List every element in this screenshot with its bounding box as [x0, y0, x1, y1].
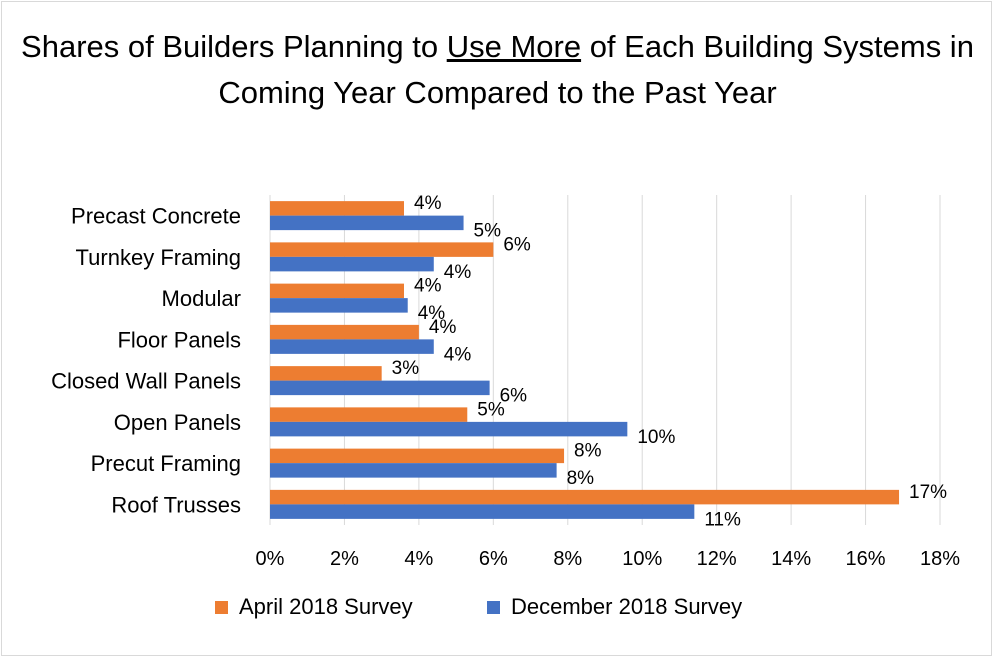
bar-december	[270, 463, 557, 478]
data-label: 10%	[637, 427, 675, 448]
category-label: Closed Wall Panels	[51, 369, 241, 394]
bar-april	[270, 242, 494, 257]
title-emphasis: Use More	[446, 29, 582, 64]
data-label: 8%	[574, 441, 602, 462]
x-tick-label: 2%	[330, 548, 359, 570]
category-label: Modular	[162, 286, 241, 311]
x-tick-label: 4%	[404, 548, 433, 570]
category-label: Roof Trusses	[111, 492, 241, 517]
bar-april	[270, 448, 565, 464]
x-tick-label: 0%	[256, 548, 285, 570]
bar-april	[270, 407, 468, 422]
data-label: 8%	[567, 468, 595, 489]
data-label: 11%	[704, 509, 741, 530]
category-label: Turnkey Framing	[76, 245, 241, 270]
title-part-2: of Each Building Systems in Coming Year …	[218, 29, 974, 110]
bar-december	[270, 298, 408, 313]
bar-april	[270, 283, 404, 299]
legend-swatch-april	[215, 601, 228, 614]
legend-swatch-december	[487, 601, 500, 614]
bar-april	[270, 324, 419, 340]
data-label: 4%	[444, 262, 472, 283]
legend-label: April 2018 Survey	[239, 594, 413, 619]
data-label: 3%	[392, 358, 420, 379]
bar-december	[270, 215, 464, 231]
data-label: 5%	[474, 221, 502, 242]
data-label: 17%	[909, 482, 947, 503]
chart-title: Shares of Builders Planning to Use More …	[0, 24, 995, 116]
category-label: Precast Concrete	[71, 204, 241, 229]
title-part-1: Shares of Builders Planning to	[21, 29, 447, 64]
legend: April 2018 Survey December 2018 Survey	[215, 594, 742, 619]
bar-april	[270, 489, 900, 505]
data-label: 6%	[503, 234, 531, 255]
category-label: Precut Framing	[91, 451, 241, 476]
x-axis-ticks: 0% 2% 4% 6% 8% 10% 12% 14% 16% 18%	[256, 548, 961, 570]
bar-april	[270, 201, 404, 216]
x-tick-label: 16%	[846, 548, 886, 570]
data-label: 6%	[500, 386, 528, 407]
x-tick-label: 10%	[622, 548, 662, 570]
bar-december	[270, 256, 434, 272]
category-label: Floor Panels	[117, 327, 241, 352]
category-labels: Precast Concrete Turnkey Framing Modular Fl…	[51, 204, 241, 518]
data-label: 5%	[477, 399, 505, 420]
bar-december	[270, 421, 628, 437]
data-label: 4%	[414, 193, 442, 214]
data-label: 4%	[444, 344, 472, 365]
x-tick-label: 18%	[920, 548, 960, 570]
data-label: 4%	[429, 317, 457, 338]
data-label: 4%	[414, 276, 442, 297]
x-tick-label: 6%	[479, 548, 508, 570]
bar-april	[270, 366, 382, 381]
x-tick-label: 12%	[697, 548, 737, 570]
x-tick-label: 8%	[553, 548, 582, 570]
bar-december	[270, 504, 695, 519]
bar-december	[270, 380, 490, 396]
bars	[270, 201, 900, 519]
data-label: 4%	[418, 303, 446, 324]
category-label: Open Panels	[114, 410, 241, 435]
bar-december	[270, 339, 434, 354]
data-labels: 4%5%6%4%4%4%4%4%3%6%5%10%8%8%17%11%	[392, 193, 948, 530]
x-tick-label: 14%	[771, 548, 811, 570]
legend-label: December 2018 Survey	[511, 594, 742, 619]
